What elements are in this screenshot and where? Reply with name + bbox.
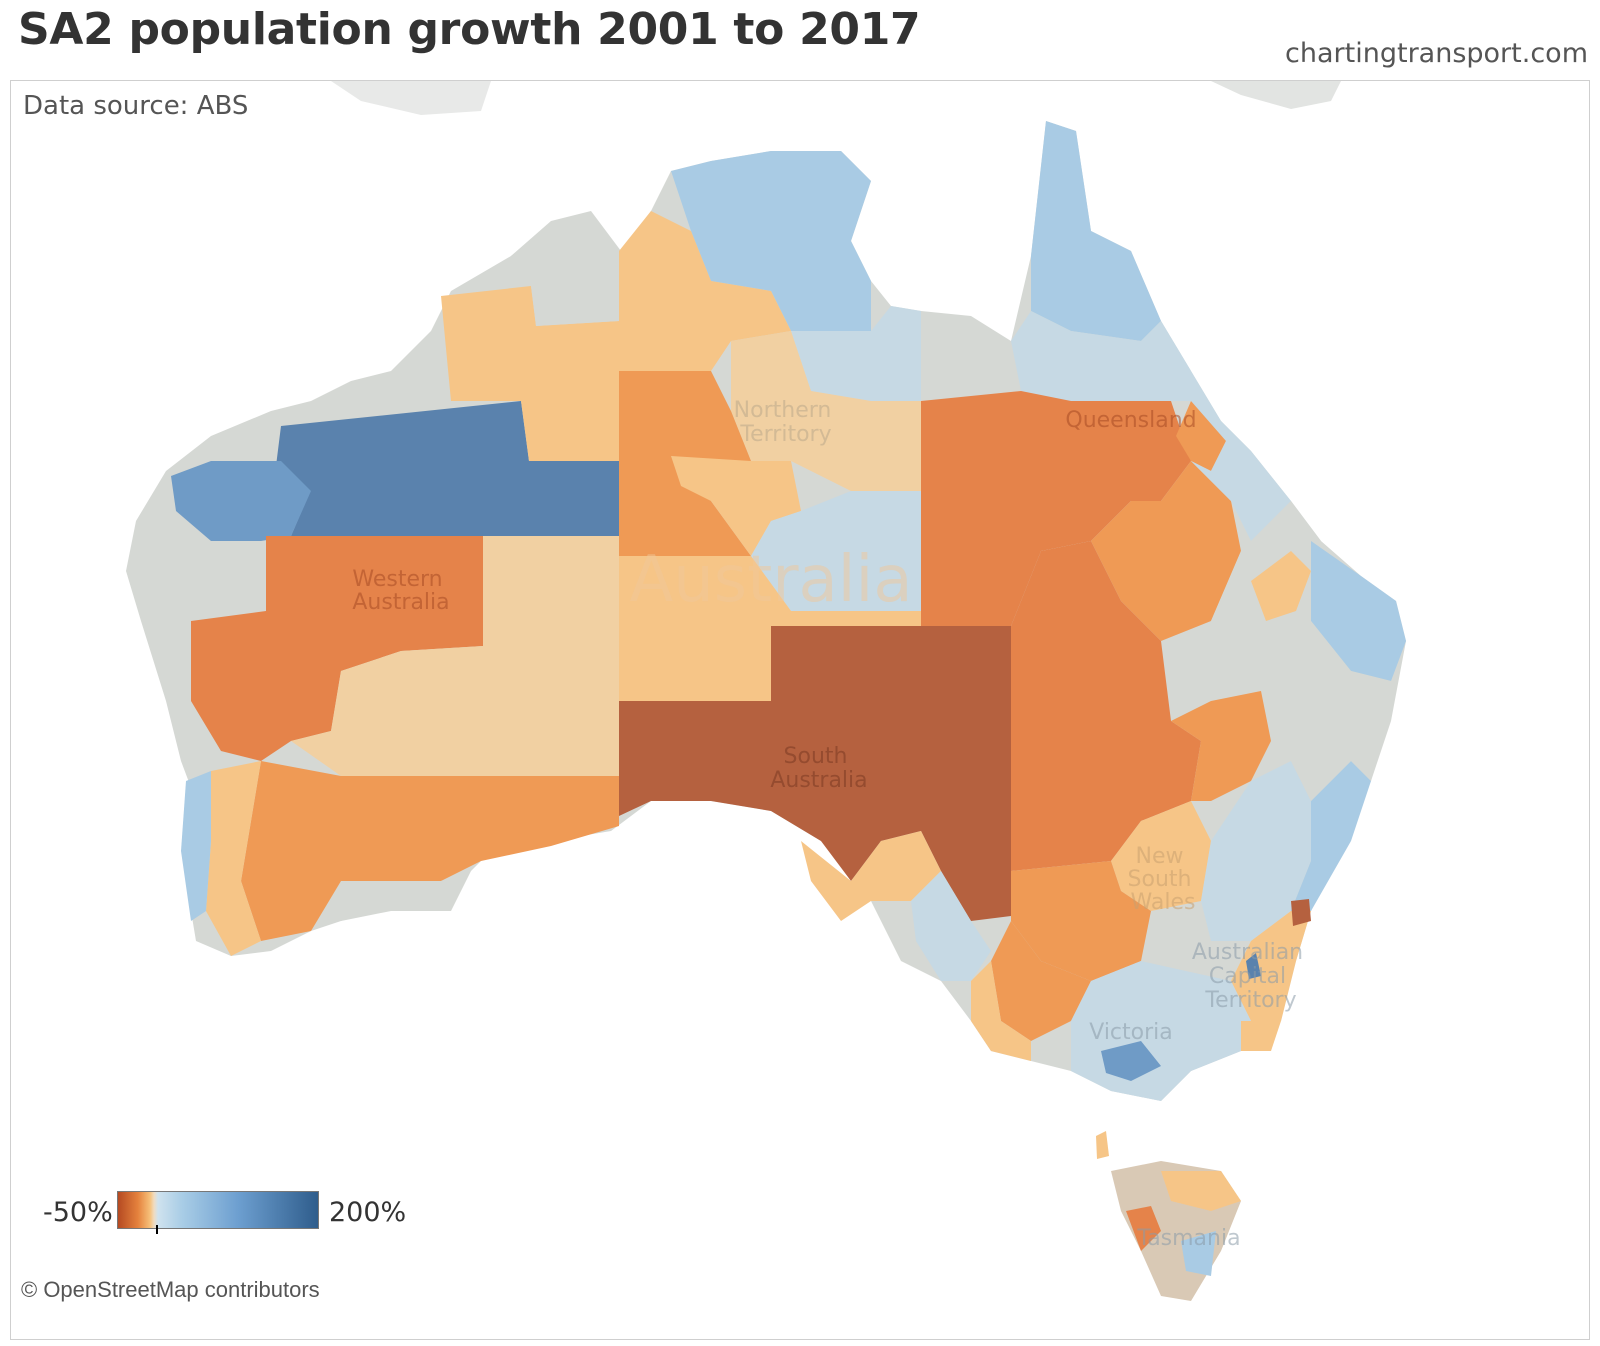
region-qld-northwest: [921, 391, 1191, 626]
data-source-note: Data source: ABS: [23, 91, 249, 121]
region-label-line: Victoria: [1089, 1020, 1173, 1045]
region-qld-cape-york: [1031, 121, 1161, 341]
region-sa-eyre: [801, 831, 941, 921]
region-qld-southwest: [1011, 541, 1171, 721]
region-label-tas: Tasmania: [1136, 1226, 1240, 1251]
choropleth-map: Australia Western Australia Northern Ter…: [126, 81, 1406, 1301]
region-nsw-riverina: [1011, 861, 1151, 981]
region-label-nt: Northern Territory: [734, 398, 839, 447]
region-tas-west: [1126, 1206, 1161, 1251]
region-wa-goldfields-stable: [291, 536, 619, 776]
region-label-line: Northern: [734, 398, 832, 423]
region-nt-west-decline: [619, 211, 791, 371]
region-act: [1246, 953, 1261, 979]
region-label-line: Capital: [1209, 964, 1286, 989]
legend-color-ramp: [117, 1191, 319, 1229]
region-vic-melbourne: [1101, 1041, 1161, 1081]
region-nt-alice: [751, 491, 921, 611]
region-wa-nullarbor: [341, 776, 619, 881]
region-nsw-orana: [1111, 801, 1211, 911]
region-wa-kimberley-east: [441, 286, 619, 461]
background-land-png: [1211, 81, 1341, 109]
region-label-wa: Western Australia: [352, 567, 449, 615]
region-label-vic: Victoria: [1089, 1020, 1173, 1045]
region-nt-top-end: [671, 151, 871, 331]
region-wa-perth: [181, 771, 211, 921]
region-label-line: New: [1136, 844, 1184, 869]
region-wa-pilbara-growth: [171, 461, 311, 541]
region-sa-adelaide: [911, 871, 991, 981]
legend-zero-tick: [156, 1225, 158, 1234]
region-nt-barkly: [671, 456, 801, 556]
region-label-line: Western: [352, 567, 442, 592]
region-tas-hobart: [1181, 1231, 1216, 1276]
region-wa-kimberley-north: [511, 216, 619, 326]
region-qld-seq: [1311, 541, 1406, 681]
region-sa-outback-north: [619, 626, 771, 701]
region-qld-wide-bay: [1251, 551, 1311, 621]
region-nsw-tablelands: [1201, 761, 1311, 941]
region-label-line: Australian: [1192, 940, 1303, 965]
region-nt-arnhem: [791, 306, 921, 401]
region-label-line: Queensland: [1065, 408, 1196, 433]
region-label-line: Tasmania: [1136, 1226, 1240, 1251]
king-island: [1096, 1131, 1109, 1159]
region-wa-north-growth: [276, 401, 619, 536]
region-label-qld: Queensland: [1065, 408, 1196, 433]
region-nt-south: [619, 556, 921, 626]
region-label-line: Australia: [770, 768, 867, 793]
map-title: SA2 population growth 2001 to 2017: [18, 4, 921, 55]
site-credit[interactable]: chartingtransport.com: [1285, 38, 1588, 69]
region-label-line: South: [1128, 867, 1192, 892]
region-nsw-illawarra: [1291, 899, 1311, 926]
region-label-line: Wales: [1131, 890, 1196, 915]
legend-max-label: 200%: [329, 1197, 407, 1228]
country-label: Australia: [629, 543, 912, 617]
region-label-line: South: [784, 744, 848, 769]
region-qld-central: [1091, 461, 1241, 641]
region-nsw-south-coast: [1231, 911, 1311, 1021]
background-land-indonesia: [331, 81, 491, 115]
region-label-line: Territory: [739, 422, 831, 447]
region-label-sa: South Australia: [770, 744, 867, 793]
region-wa-esperance: [341, 871, 471, 921]
region-label-act: Australian Capital Territory: [1192, 940, 1310, 1013]
region-nsw-northwest: [1171, 691, 1271, 801]
map-attribution[interactable]: © OpenStreetMap contributors: [21, 1277, 320, 1302]
region-nsw-hunter: [1271, 621, 1391, 801]
region-vic-west: [971, 961, 1031, 1061]
region-tas-north: [1161, 1171, 1241, 1211]
region-nt-katherine: [731, 331, 921, 491]
region-wa-southwest: [241, 761, 341, 941]
region-sa-far-north: [619, 626, 1011, 921]
region-nsw-sydney: [1291, 761, 1371, 911]
region-nsw-far-west: [1011, 721, 1201, 871]
region-label-line: Territory: [1204, 988, 1296, 1013]
region-wa-wheatbelt: [206, 761, 261, 956]
map-viewport[interactable]: Australia Western Australia Northern Ter…: [10, 80, 1590, 1340]
region-vic-gippsland: [1241, 1021, 1281, 1051]
legend-min-label: -50%: [43, 1197, 113, 1228]
region-vic-mallee: [991, 921, 1091, 1041]
region-wa-central-decline: [191, 536, 483, 761]
region-qld-coast: [1161, 321, 1291, 541]
region-label-nsw: New South Wales: [1128, 844, 1199, 915]
region-qld-gulf: [1011, 311, 1191, 401]
region-label-line: Australia: [352, 590, 449, 615]
